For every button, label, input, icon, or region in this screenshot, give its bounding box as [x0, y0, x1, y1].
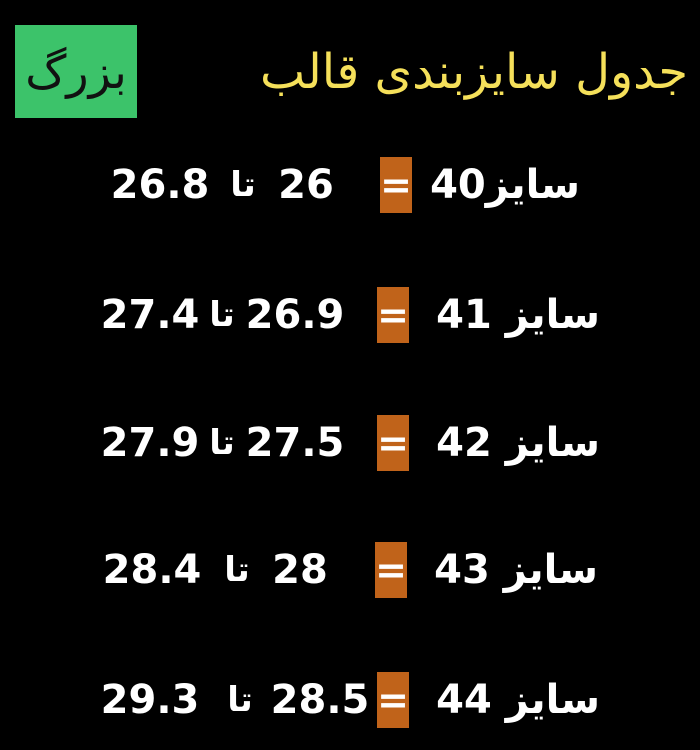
from-value: 26.9 — [245, 292, 345, 338]
size-label: سایز 44 — [436, 677, 600, 723]
from-value: 28.5 — [270, 677, 370, 723]
size-label: سایز 43 — [434, 547, 598, 593]
from-value: 27.5 — [245, 420, 345, 466]
size-label: سایز 42 — [436, 420, 600, 466]
from-value: 28 — [272, 547, 328, 593]
equals-sign: = — [380, 157, 412, 213]
equals-sign: = — [377, 415, 409, 471]
to-value: 27.9 — [100, 420, 200, 466]
from-value: 26 — [278, 162, 334, 208]
between-word: تا — [209, 295, 235, 335]
between-word: تا — [224, 550, 250, 590]
title: جدول سایزبندی قالب — [259, 43, 688, 100]
equals-sign: = — [377, 672, 409, 728]
between-word: تا — [227, 680, 253, 720]
to-value: 26.8 — [110, 162, 210, 208]
equals-sign: = — [375, 542, 407, 598]
title-highlight: بزرگ — [15, 25, 137, 118]
to-value: 29.3 — [100, 677, 200, 723]
size-label: سایز40 — [430, 162, 580, 208]
equals-sign: = — [377, 287, 409, 343]
to-value: 27.4 — [100, 292, 200, 338]
between-word: تا — [230, 165, 256, 205]
between-word: تا — [209, 423, 235, 463]
size-label: سایز 41 — [436, 292, 600, 338]
to-value: 28.4 — [102, 547, 202, 593]
